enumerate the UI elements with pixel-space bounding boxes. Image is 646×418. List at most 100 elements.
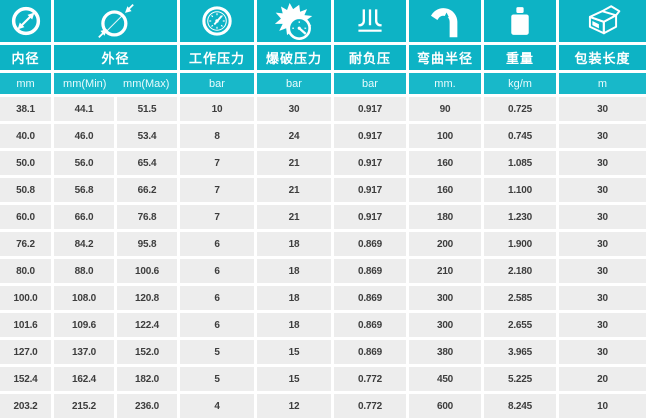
table-cell: 24	[257, 124, 331, 148]
packing-length-header-cell	[559, 0, 646, 42]
table-cell: 51.5	[117, 97, 177, 121]
table-cell: 3.965	[484, 340, 556, 364]
table-cell: 18	[257, 313, 331, 337]
table-cell: 180	[409, 205, 481, 229]
table-cell: 30	[559, 286, 646, 310]
table-cell: 0.869	[334, 259, 406, 283]
table-cell: 4	[180, 394, 254, 418]
burst-pressure-header-cell	[257, 0, 331, 42]
table-cell: 0.917	[334, 178, 406, 202]
unit-weight: kg/m	[484, 73, 556, 94]
table-cell: 20	[559, 367, 646, 391]
table-cell: 5.225	[484, 367, 556, 391]
table-cell: 66.2	[117, 178, 177, 202]
table-cell: 152.4	[0, 367, 51, 391]
table-cell: 127.0	[0, 340, 51, 364]
unit-vacuum-resistance: bar	[334, 73, 406, 94]
column-label-packing-length: 包装长度	[559, 45, 646, 70]
table-cell: 0.869	[334, 340, 406, 364]
table-cell: 7	[180, 205, 254, 229]
column-label-vacuum-resistance: 耐负压	[334, 45, 406, 70]
table-cell: 65.4	[117, 151, 177, 175]
table-cell: 76.8	[117, 205, 177, 229]
table-cell: 8.245	[484, 394, 556, 418]
table-cell: 600	[409, 394, 481, 418]
table-cell: 8	[180, 124, 254, 148]
unit-working-pressure: bar	[180, 73, 254, 94]
table-cell: 21	[257, 151, 331, 175]
table-cell: 182.0	[117, 367, 177, 391]
working-pressure-header-cell	[180, 0, 254, 42]
unit-outer-diameter-min: mm(Min)	[63, 77, 107, 90]
unit-bend-radius: mm.	[409, 73, 481, 94]
table-cell: 1.900	[484, 232, 556, 256]
table-cell: 76.2	[0, 232, 51, 256]
table-cell: 1.230	[484, 205, 556, 229]
table-cell: 160	[409, 178, 481, 202]
table-cell: 300	[409, 286, 481, 310]
table-cell: 120.8	[117, 286, 177, 310]
column-label-burst-pressure: 爆破压力	[257, 45, 331, 70]
weight-header-cell	[484, 0, 556, 42]
table-cell: 300	[409, 313, 481, 337]
column-label-bend-radius: 弯曲半径	[409, 45, 481, 70]
table-cell: 6	[180, 259, 254, 283]
table-cell: 44.1	[54, 97, 114, 121]
column-label-working-pressure: 工作压力	[180, 45, 254, 70]
table-cell: 7	[180, 178, 254, 202]
table-cell: 0.869	[334, 232, 406, 256]
table-cell: 5	[180, 367, 254, 391]
table-cell: 6	[180, 286, 254, 310]
table-cell: 122.4	[117, 313, 177, 337]
table-cell: 90	[409, 97, 481, 121]
table-cell: 200	[409, 232, 481, 256]
table-cell: 450	[409, 367, 481, 391]
column-label-weight: 重量	[484, 45, 556, 70]
table-cell: 108.0	[54, 286, 114, 310]
table-cell: 0.745	[484, 124, 556, 148]
table-cell: 18	[257, 259, 331, 283]
table-cell: 210	[409, 259, 481, 283]
table-cell: 100.0	[0, 286, 51, 310]
table-cell: 6	[180, 232, 254, 256]
table-cell: 1.085	[484, 151, 556, 175]
table-cell: 66.0	[54, 205, 114, 229]
table-cell: 60.0	[0, 205, 51, 229]
package-label-shape	[591, 21, 599, 29]
table-cell: 109.6	[54, 313, 114, 337]
table-cell: 2.585	[484, 286, 556, 310]
table-cell: 0.869	[334, 313, 406, 337]
burst-gauge-icon	[274, 3, 313, 40]
unit-packing-length: m	[559, 73, 646, 94]
pressure-gauge-icon	[202, 6, 232, 36]
table-cell: 162.4	[54, 367, 114, 391]
table-cell: 30	[559, 124, 646, 148]
table-cell: 50.8	[0, 178, 51, 202]
table-cell: 30	[559, 340, 646, 364]
vacuum-resistance-header-cell	[334, 0, 406, 42]
table-cell: 2.180	[484, 259, 556, 283]
table-cell: 0.917	[334, 97, 406, 121]
table-cell: 95.8	[117, 232, 177, 256]
table-cell: 53.4	[117, 124, 177, 148]
table-cell: 30	[559, 97, 646, 121]
table-cell: 46.0	[54, 124, 114, 148]
table-cell: 21	[257, 205, 331, 229]
table-cell: 84.2	[54, 232, 114, 256]
inner-diameter-header-cell	[0, 0, 51, 42]
table-cell: 236.0	[117, 394, 177, 418]
table-cell: 1.100	[484, 178, 556, 202]
table-cell: 203.2	[0, 394, 51, 418]
table-cell: 2.655	[484, 313, 556, 337]
table-cell: 10	[180, 97, 254, 121]
table-cell: 12	[257, 394, 331, 418]
table-cell: 0.869	[334, 286, 406, 310]
table-cell: 152.0	[117, 340, 177, 364]
vacuum-icon	[358, 9, 382, 32]
table-cell: 30	[559, 205, 646, 229]
unit-inner-diameter: mm	[0, 73, 51, 94]
table-cell: 0.917	[334, 151, 406, 175]
table-cell: 0.917	[334, 205, 406, 229]
table-cell: 15	[257, 340, 331, 364]
table-cell: 40.0	[0, 124, 51, 148]
